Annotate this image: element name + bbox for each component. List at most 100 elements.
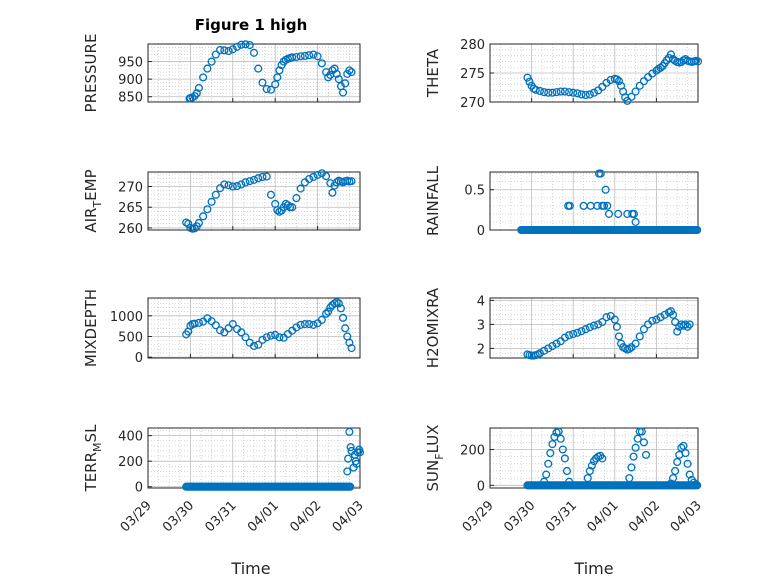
data-point <box>241 333 250 342</box>
data-point <box>639 438 648 447</box>
data-point <box>224 324 233 333</box>
y-tick-label: 950 <box>118 56 143 71</box>
data-point <box>245 177 254 186</box>
data-point <box>300 51 309 61</box>
data-point <box>194 218 203 228</box>
data-point <box>623 96 632 105</box>
data-point <box>190 319 199 328</box>
data-point <box>228 320 237 329</box>
data-point <box>190 224 199 233</box>
y-tick-label: 2 <box>477 342 485 357</box>
y-tick-label: 200 <box>118 455 143 470</box>
data-point <box>326 303 335 312</box>
x-axis-label-right: Time <box>573 559 613 578</box>
data-point <box>610 315 619 324</box>
data-point <box>313 170 322 179</box>
y-tick-label: 270 <box>460 96 485 111</box>
data-point <box>199 212 208 221</box>
data-point <box>296 52 305 61</box>
data-point <box>581 325 590 334</box>
data-point <box>556 434 565 443</box>
y-tick-label: 265 <box>118 201 143 216</box>
data-point <box>266 85 276 94</box>
data-point <box>336 304 345 313</box>
data-point <box>693 225 702 235</box>
data-point <box>317 59 326 68</box>
x-tick-label: 03/30 <box>501 498 538 535</box>
data-point <box>612 322 621 331</box>
data-point <box>689 478 698 487</box>
data-point <box>292 194 301 203</box>
y-tick-label: 400 <box>118 430 143 445</box>
data-point <box>322 309 331 318</box>
data-point <box>548 88 557 97</box>
data-point <box>542 470 551 479</box>
data-point <box>631 217 640 226</box>
data-point <box>254 174 263 183</box>
y-tick-label: 0.5 <box>464 184 485 199</box>
data-point <box>635 332 644 341</box>
y-axis-label-h2omixra: H2OMIXRA <box>424 287 442 368</box>
data-point <box>262 172 271 181</box>
data-point <box>232 182 242 191</box>
data-point <box>186 321 195 330</box>
data-point <box>313 52 322 61</box>
data-point <box>296 184 305 193</box>
data-point <box>594 320 603 329</box>
data-point <box>203 205 212 214</box>
data-point <box>207 197 216 206</box>
data-point <box>296 320 305 329</box>
data-point <box>558 445 567 454</box>
axes-box <box>147 297 361 359</box>
subplot-rainfall: 0 0.5 RAINFALL <box>424 165 702 239</box>
subplot-grid: 850 900 950 PRESSURE 270 275 280 THETA 260 265 270… <box>82 34 705 536</box>
data-point <box>341 79 350 88</box>
data-point <box>569 88 578 97</box>
data-point <box>564 88 574 97</box>
data-point <box>211 50 220 59</box>
data-point <box>324 73 333 82</box>
data-point <box>586 201 595 210</box>
data-point <box>211 190 220 199</box>
label-part: EMP <box>82 169 100 200</box>
data-point <box>254 64 263 73</box>
data-point <box>228 45 237 54</box>
data-point <box>207 317 216 326</box>
label-part: SUN <box>424 460 442 492</box>
data-point <box>666 479 676 488</box>
label-subscript: F <box>433 453 446 459</box>
data-point <box>639 325 648 334</box>
data-point <box>273 206 282 215</box>
y-tick-label: 200 <box>460 443 485 458</box>
data-point <box>560 87 569 96</box>
data-point <box>266 190 276 199</box>
axes-box <box>147 43 361 103</box>
data-point <box>552 339 561 348</box>
x-tick-label: 04/03 <box>330 498 367 535</box>
data-point <box>565 201 574 210</box>
data-point <box>347 68 356 77</box>
data-point <box>540 346 549 355</box>
data-point <box>614 77 624 86</box>
subplot-mixdepth: 0 500 1000 MIXDEPTH <box>82 289 361 367</box>
x-tick-label: 04/01 <box>585 498 622 535</box>
data-point <box>573 89 582 98</box>
data-point <box>241 178 250 187</box>
data-point <box>332 69 341 78</box>
data-point <box>188 93 197 102</box>
label-part: SL <box>82 424 100 443</box>
subplot-air_temp: 260 265 270 AIRTEMP <box>82 169 361 237</box>
data-point <box>685 320 694 329</box>
data-point <box>666 50 676 59</box>
data-point <box>346 443 355 452</box>
y-axis-label-sun_flux: SUNFLUX <box>424 425 446 492</box>
data-point <box>345 427 354 436</box>
data-point <box>544 88 553 97</box>
y-tick-label: 275 <box>460 67 485 82</box>
data-point <box>625 474 634 483</box>
y-axis-label-rainfall: RAINFALL <box>424 165 442 236</box>
data-point <box>577 327 586 336</box>
data-point <box>535 349 544 358</box>
data-point <box>681 320 690 329</box>
data-point <box>598 82 607 91</box>
